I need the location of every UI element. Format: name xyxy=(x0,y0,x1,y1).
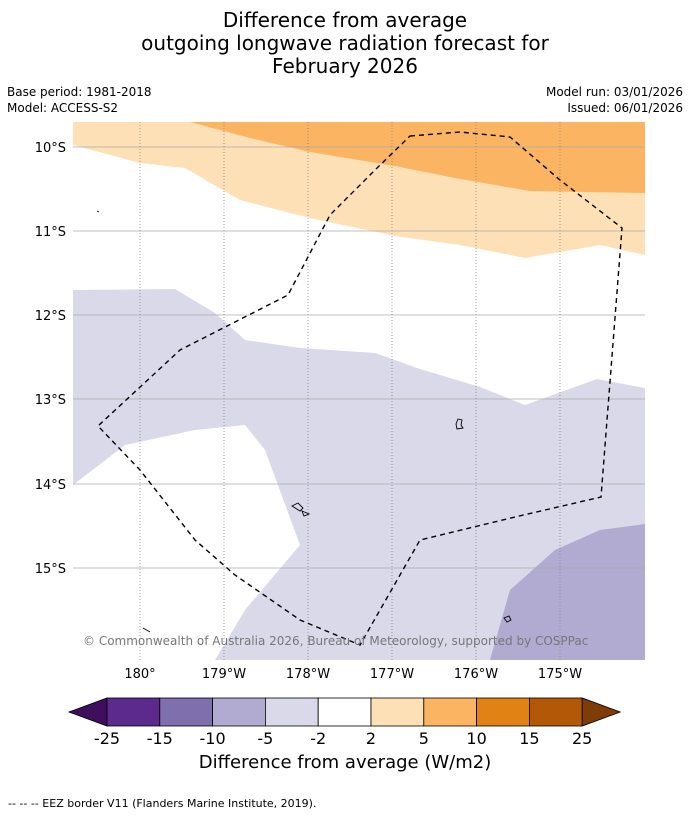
model-run: Model run: 03/01/2026 xyxy=(545,85,683,99)
lat-label: 11°S xyxy=(35,225,66,240)
colorbar-segment xyxy=(476,697,530,727)
lat-label: 14°S xyxy=(35,478,66,493)
latitude-gridlines xyxy=(73,146,645,569)
colorbar-tick-label: 2 xyxy=(365,729,377,748)
colorbar xyxy=(67,697,622,727)
eez-border xyxy=(97,131,623,646)
lat-label: 15°S xyxy=(35,562,66,577)
colorbar-extend-high xyxy=(581,697,622,727)
colorbar-tick-label: -10 xyxy=(199,729,226,748)
title-line-2: outgoing longwave radiation forecast for xyxy=(141,31,549,55)
colorbar-tick-label: -5 xyxy=(257,729,274,748)
lat-label: 12°S xyxy=(35,309,66,324)
eez-legend: -- -- -- EEZ border V11 (Flanders Marine… xyxy=(8,797,317,810)
colorbar-segment xyxy=(264,697,319,727)
colorbar-tick-label: -2 xyxy=(310,729,327,748)
colorbar-segment xyxy=(370,697,425,727)
colorbar-segment xyxy=(106,697,161,727)
colorbar-segment xyxy=(159,697,214,727)
colorbar-tick-label: -15 xyxy=(146,729,173,748)
anomaly-region-minus2-to-minus5 xyxy=(73,289,645,660)
lon-label: 175°W xyxy=(538,667,582,682)
lat-label: 10°S xyxy=(35,141,66,156)
colorbar-segment xyxy=(529,697,583,727)
lon-label: 179°W xyxy=(202,667,246,682)
anomaly-region-minus5-to-minus10 xyxy=(490,524,645,660)
lat-label: 13°S xyxy=(35,393,66,408)
model-name: Model: ACCESS-S2 xyxy=(7,101,119,115)
lon-label: 176°W xyxy=(454,667,498,682)
colorbar-segment xyxy=(212,697,266,727)
colorbar-tick-label: 25 xyxy=(572,729,593,748)
lon-label: 180° xyxy=(124,667,155,682)
colorbar-tick-label: 10 xyxy=(466,729,487,748)
title-line-3: February 2026 xyxy=(272,54,418,78)
issued-date: Issued: 06/01/2026 xyxy=(567,101,683,115)
colorbar-tick-label: 15 xyxy=(519,729,540,748)
colorbar-tick-label: 5 xyxy=(418,729,429,748)
title-line-1: Difference from average xyxy=(222,8,468,32)
islands xyxy=(96,210,512,633)
colorbar-extend-low xyxy=(67,697,108,727)
anomaly-region-5-to-10 xyxy=(190,122,645,193)
colorbar-segment xyxy=(423,697,477,727)
colorbar-segment xyxy=(317,697,372,727)
base-period: Base period: 1981-2018 xyxy=(7,85,152,99)
colorbar-tick-label: -25 xyxy=(93,729,121,748)
colorbar-title: Difference from average (W/m2) xyxy=(198,752,492,773)
copyright-notice: © Commonwealth of Australia 2026, Bureau… xyxy=(83,634,588,648)
lon-label: 177°W xyxy=(370,667,414,682)
lon-label: 178°W xyxy=(286,667,330,682)
